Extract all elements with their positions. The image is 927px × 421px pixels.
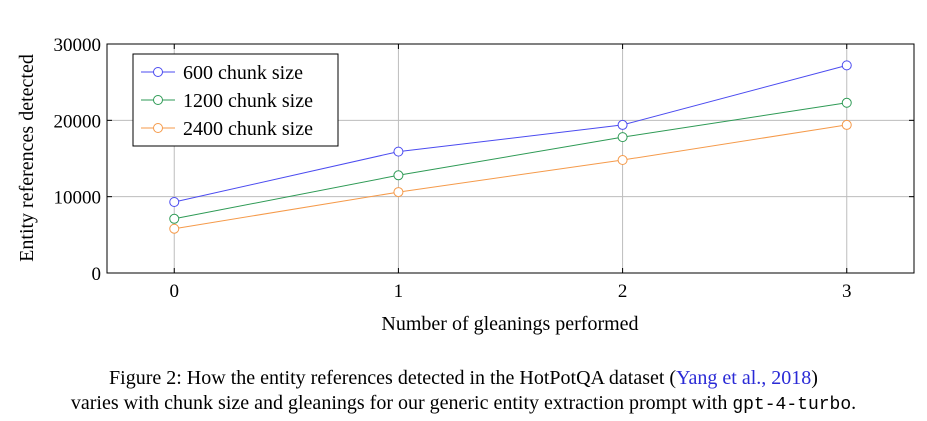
series-line	[174, 102, 847, 220]
y-tick-label: 10000	[54, 188, 102, 209]
series-lines	[169, 60, 852, 234]
x-tick-label: 0	[170, 281, 180, 302]
data-point	[841, 60, 852, 71]
data-point	[169, 223, 180, 234]
x-tick-label: 3	[842, 281, 852, 302]
x-tick-label: 1	[394, 281, 404, 302]
citation-link[interactable]: Yang et al., 2018	[676, 367, 812, 389]
series-line	[174, 64, 847, 203]
plot-frame	[106, 43, 915, 274]
x-tick-label: 2	[618, 281, 628, 302]
x-axis-label: Number of gleanings performed	[381, 313, 638, 335]
legend-swatch-marker	[153, 67, 163, 77]
series-line	[174, 124, 847, 230]
axis-ticks: 0 1 2 3 0 10000 20000 30000	[54, 35, 914, 302]
legend: 600 chunk size 1200 chunk size 2400 chunk …	[132, 53, 339, 147]
y-tick-label: 30000	[54, 35, 102, 56]
y-axis-label: Entity references detected	[16, 54, 38, 262]
data-point	[393, 187, 404, 198]
data-point	[393, 146, 404, 157]
data-point	[169, 197, 180, 208]
data-point	[617, 155, 628, 166]
legend-label: 1200 chunk size	[183, 90, 313, 112]
caption-period: .	[851, 392, 857, 414]
data-point	[841, 119, 852, 130]
caption-text-line2: varies with chunk size and gleanings for…	[70, 392, 733, 414]
caption-text-close: )	[811, 367, 818, 389]
data-point	[841, 97, 852, 108]
y-tick-label: 0	[92, 264, 102, 285]
legend-swatch-marker	[153, 95, 163, 105]
data-point	[617, 132, 628, 143]
caption-text: Figure 2: How the entity references dete…	[109, 367, 677, 389]
data-point	[617, 119, 628, 130]
y-tick-label: 20000	[54, 111, 102, 132]
data-point	[393, 170, 404, 181]
model-name: gpt-4-turbo	[732, 395, 852, 415]
legend-label: 600 chunk size	[183, 62, 303, 84]
legend-swatch-marker	[153, 123, 163, 133]
data-point	[169, 213, 180, 224]
figure-caption: Figure 2: How the entity references dete…	[0, 366, 927, 418]
legend-label: 2400 chunk size	[183, 118, 313, 140]
line-chart: 0 1 2 3 0 10000 20000 30000 600 chunk size 1200 …	[16, 35, 915, 335]
